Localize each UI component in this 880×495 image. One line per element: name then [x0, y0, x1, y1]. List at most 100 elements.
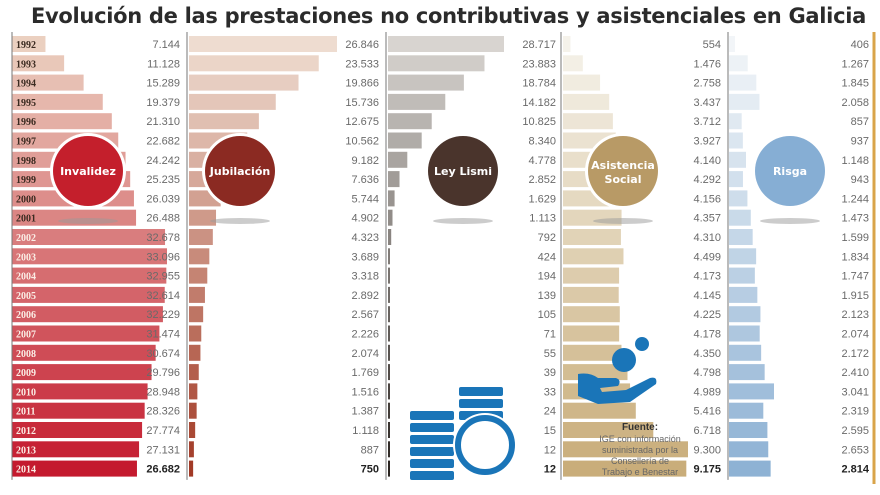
- panel-invalidez: 7.144 11.128 15.289 19.379 21.310 22.682 24.24…: [11, 32, 180, 480]
- value-label: 28.717: [522, 39, 556, 51]
- value-label: 4.310: [693, 232, 721, 244]
- value-label: 8.340: [528, 136, 556, 148]
- value-label: 2.653: [841, 444, 869, 456]
- value-label: 27.774: [146, 425, 180, 437]
- bar: [563, 36, 571, 52]
- coin-drop: [635, 337, 649, 351]
- coins-stack-icon: [410, 387, 517, 480]
- coin: [410, 447, 454, 456]
- badge-label: Invalidez: [60, 165, 116, 178]
- value-label: 28.948: [146, 386, 180, 398]
- bar: [388, 74, 464, 91]
- value-label: 31.474: [146, 329, 180, 341]
- bar: [388, 132, 422, 149]
- value-label: 2.319: [841, 406, 869, 418]
- year-label: 1997: [16, 137, 36, 148]
- bar: [729, 151, 746, 168]
- value-label: 1.769: [351, 367, 379, 379]
- bar: [563, 306, 620, 323]
- value-label: 26.488: [146, 213, 180, 225]
- badge-risga: Risga: [752, 133, 828, 224]
- bar: [729, 422, 768, 438]
- bar: [12, 286, 165, 303]
- coin: [410, 435, 454, 444]
- bar: [563, 286, 619, 303]
- value-label: 32.614: [146, 290, 180, 302]
- value-label: 55: [544, 348, 556, 360]
- bar: [729, 441, 769, 458]
- bar: [12, 364, 152, 381]
- value-label: 19.866: [345, 78, 379, 90]
- value-label: 105: [538, 309, 556, 321]
- badge-invalidez: Invalidez: [50, 133, 126, 224]
- source-line: IGE con información: [599, 434, 681, 444]
- bar: [388, 422, 390, 438]
- value-label: 4.225: [693, 309, 721, 321]
- value-label: 71: [544, 329, 556, 341]
- bar: [388, 190, 395, 207]
- bar: [388, 402, 390, 419]
- bar: [12, 248, 167, 265]
- bar: [729, 306, 761, 323]
- value-label: 2.226: [351, 329, 379, 341]
- value-label: 5.744: [351, 193, 379, 205]
- bar: [12, 383, 148, 400]
- bar: [388, 325, 390, 342]
- bar: [388, 364, 390, 381]
- value-label: 14.182: [522, 97, 556, 109]
- value-label: 3.041: [841, 386, 869, 398]
- bar: [729, 209, 751, 226]
- value-label: 3.689: [351, 251, 379, 263]
- value-label: 29.796: [146, 367, 180, 379]
- value-label: 2.567: [351, 309, 379, 321]
- bar: [189, 325, 202, 342]
- value-label: 3.712: [693, 116, 721, 128]
- panel-asistencia-social: 554 1.476 2.758 3.437 3.712 3.927 4.140 4.292 4.…: [560, 32, 721, 480]
- coin: [410, 423, 454, 432]
- bar: [12, 422, 143, 438]
- year-label: 1992: [16, 40, 36, 51]
- bar: [729, 364, 765, 381]
- bar: [388, 383, 390, 400]
- value-label: 10.825: [522, 116, 556, 128]
- bar: [563, 325, 620, 342]
- bar: [12, 441, 140, 458]
- bar: [189, 364, 199, 381]
- bar: [189, 267, 208, 284]
- value-label: 1.267: [841, 58, 869, 70]
- bar: [729, 344, 762, 361]
- bar: [189, 460, 194, 477]
- coin: [459, 399, 503, 408]
- bar: [563, 74, 601, 91]
- value-label: 1.118: [352, 425, 379, 437]
- value-label: 2.058: [841, 97, 869, 109]
- bar: [189, 422, 196, 438]
- value-label: 12.675: [345, 116, 379, 128]
- bar: [189, 248, 210, 265]
- bar: [563, 422, 654, 438]
- bar: [388, 55, 485, 72]
- bar: [388, 267, 390, 284]
- year-label: 1998: [16, 156, 36, 167]
- value-label: 887: [361, 444, 379, 456]
- year-label: 2013: [16, 445, 36, 456]
- bar: [563, 441, 688, 458]
- value-label: 4.156: [693, 193, 721, 205]
- badge-shadow: [760, 218, 820, 224]
- coin-face: [455, 415, 515, 475]
- value-label: 26.682: [146, 464, 180, 476]
- bar: [12, 113, 112, 130]
- value-label: 12: [544, 464, 556, 476]
- value-label: 1.599: [841, 232, 869, 244]
- panel-jubilación: 26.846 23.533 19.866 15.736 12.675 10.562 9.18…: [186, 32, 379, 480]
- bar: [729, 267, 755, 284]
- year-label: 1995: [16, 98, 36, 109]
- value-label: 4.798: [693, 367, 721, 379]
- badge-circle: [53, 136, 123, 206]
- value-label: 9.182: [351, 155, 379, 167]
- value-label: 24: [544, 406, 556, 418]
- year-label: 2003: [16, 252, 36, 263]
- bar: [189, 36, 337, 52]
- value-label: 1.516: [351, 386, 379, 398]
